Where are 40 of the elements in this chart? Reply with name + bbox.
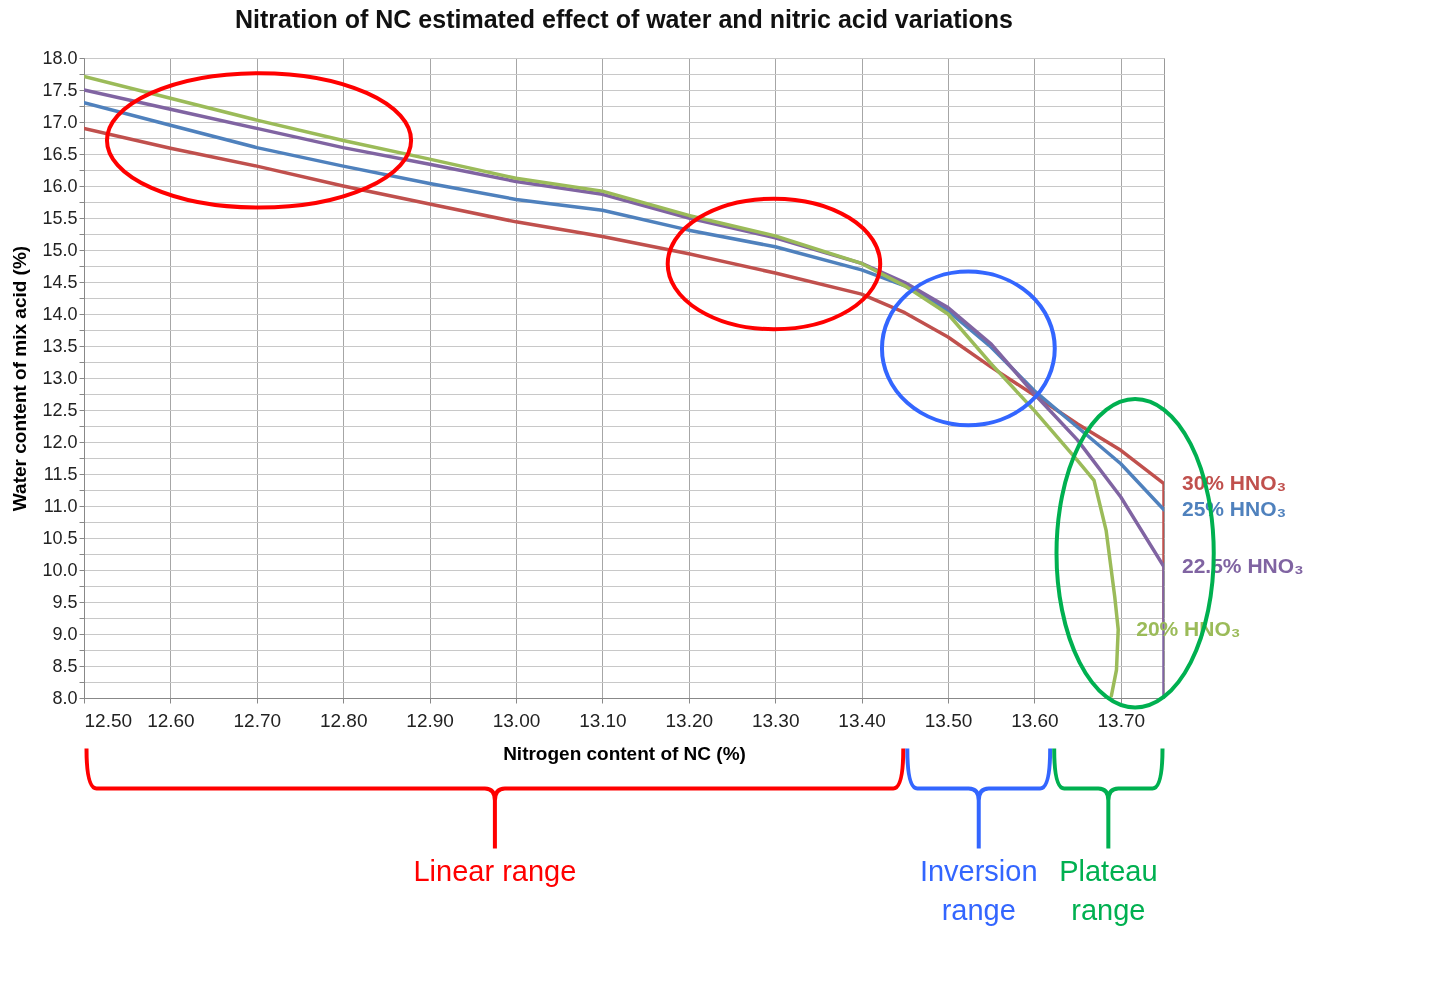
y-tick-label: 17.5 [42, 79, 78, 100]
x-tick-label: 12.60 [147, 709, 195, 731]
y-tick-label: 17.0 [42, 111, 78, 132]
y-tick-label: 8.0 [52, 687, 78, 708]
y-tick-label: 9.0 [52, 623, 78, 644]
text: Inversion range [919, 854, 1038, 926]
y-tick-label: 12.5 [42, 399, 78, 420]
y-tick-label: 13.5 [42, 335, 78, 356]
y-tick-label: 10.5 [42, 527, 78, 548]
y-tick-label: 9.5 [52, 591, 78, 612]
y-tick-label: 11.5 [43, 463, 78, 484]
text: Plateau range [1059, 854, 1158, 926]
x-tick-label: 13.20 [665, 709, 714, 731]
x-tick-label: 13.60 [1011, 709, 1059, 731]
text: Linear range [413, 854, 577, 887]
x-tick-label: 13.70 [1097, 709, 1146, 731]
y-tick-label: 12.0 [42, 431, 78, 452]
chart-title: Nitration of NC estimated effect of water and nitric acid variations [235, 5, 1013, 33]
y-tick-label: 16.5 [42, 143, 78, 164]
x-tick-label: 13.30 [751, 709, 800, 731]
y-tick-label: 14.0 [42, 303, 78, 324]
y-tick-label: 10.0 [42, 559, 78, 580]
y-axis-title: Water content of mix acid (%) [9, 245, 31, 512]
y-tick-label: 14.5 [42, 271, 78, 292]
y-tick-label: 16.0 [42, 175, 78, 196]
x-tick-label: 13.00 [492, 709, 541, 731]
y-tick-label: 15.5 [42, 207, 78, 228]
y-tick-label: 13.0 [42, 367, 78, 388]
x-tick-label: 13.10 [579, 709, 627, 731]
x-tick-label: 12.80 [319, 709, 368, 731]
y-tick-label: 18.0 [42, 47, 78, 68]
x-tick-label: 13.50 [924, 709, 973, 731]
y-tick-label: 15.0 [42, 239, 78, 260]
x-tick-label: 12.70 [233, 709, 282, 731]
x-axis-title: Nitrogen content of NC (%) [503, 742, 746, 764]
x-tick-label: 12.90 [406, 709, 454, 731]
x-tick-label: 12.50 [84, 709, 133, 731]
y-tick-label: 8.5 [52, 655, 78, 676]
x-tick-label: 13.40 [838, 709, 886, 731]
y-tick-label: 11.0 [43, 495, 78, 516]
